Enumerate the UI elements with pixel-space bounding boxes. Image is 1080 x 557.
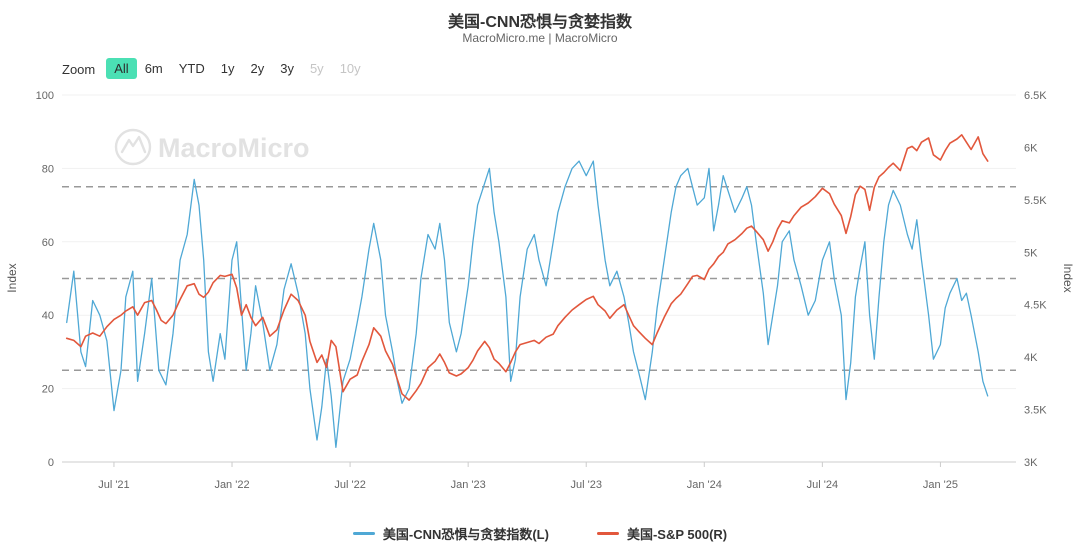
watermark-text: MacroMicro: [158, 133, 310, 163]
left-axis-tick-label: 60: [42, 237, 54, 249]
watermark-mountain-icon: [120, 135, 147, 154]
right-axis-title: Index: [1061, 263, 1075, 292]
zoom-buttons-group: All 6m YTD 1y 2y 3y 5y 10y: [106, 58, 368, 79]
chart-legend: 美国-CNN恐惧与贪婪指数(L) 美国-S&P 500(R): [0, 524, 1080, 543]
right-axis-tick-label: 4.5K: [1024, 300, 1047, 312]
watermark-logo-circle-icon: [114, 128, 152, 166]
left-axis-tick-label: 100: [36, 90, 54, 102]
right-axis-tick-label: 3.5K: [1024, 405, 1047, 417]
left-axis-tick-label: 80: [42, 163, 54, 175]
x-axis-tick-label: Jan '24: [687, 479, 722, 491]
left-axis-tick-label: 0: [48, 457, 54, 469]
zoom-toolbar: Zoom All 6m YTD 1y 2y 3y 5y 10y: [62, 58, 369, 79]
left-axis-tick-label: 40: [42, 310, 54, 322]
right-axis-tick-label: 5.5K: [1024, 195, 1047, 207]
legend-label: 美国-CNN恐惧与贪婪指数(L): [382, 527, 549, 542]
series-sp500-line: [65, 134, 989, 401]
right-axis-tick-label: 5K: [1024, 247, 1038, 259]
zoom-button-ytd[interactable]: YTD: [178, 61, 205, 76]
zoom-button-all[interactable]: All: [106, 58, 137, 79]
macromicro-watermark-logo: MacroMicro: [114, 128, 310, 166]
legend-item-sp500[interactable]: 美国-S&P 500(R): [596, 524, 728, 543]
zoom-label: Zoom: [62, 61, 96, 77]
zoom-button-3y[interactable]: 3y: [280, 61, 294, 76]
left-axis-title: Index: [5, 263, 19, 292]
zoom-button-5y: 5y: [309, 61, 324, 76]
x-axis-tick-label: Jul '22: [334, 479, 365, 491]
x-axis-tick-label: Jul '21: [98, 479, 129, 491]
legend-item-fear-greed[interactable]: 美国-CNN恐惧与贪婪指数(L): [352, 524, 549, 543]
zoom-button-2y[interactable]: 2y: [250, 61, 265, 76]
legend-line-marker: [352, 532, 375, 535]
right-axis-tick-label: 3K: [1024, 457, 1038, 469]
left-axis-tick-label: 20: [42, 384, 54, 396]
chart-subtitle: MacroMicro.me | MacroMicro: [462, 31, 618, 45]
x-axis-tick-label: Jul '23: [571, 479, 602, 491]
right-axis-tick-label: 4K: [1024, 352, 1038, 364]
x-axis-tick-label: Jan '25: [923, 479, 958, 491]
right-axis-tick-label: 6.5K: [1024, 90, 1047, 102]
zoom-button-10y: 10y: [339, 61, 361, 76]
legend-line-marker: [596, 532, 619, 535]
right-axis-tick-label: 6K: [1024, 142, 1038, 154]
legend-label: 美国-S&P 500(R): [626, 527, 728, 542]
x-axis-tick-label: Jul '24: [807, 479, 838, 491]
series-fear-greed-line: [66, 160, 989, 448]
x-axis-tick-label: Jan '23: [451, 479, 486, 491]
x-axis-tick-label: Jan '22: [214, 479, 249, 491]
zoom-button-1y[interactable]: 1y: [220, 61, 235, 76]
zoom-button-6m[interactable]: 6m: [144, 61, 163, 76]
page-title: 美国-CNN恐惧与贪婪指数: [448, 14, 632, 31]
